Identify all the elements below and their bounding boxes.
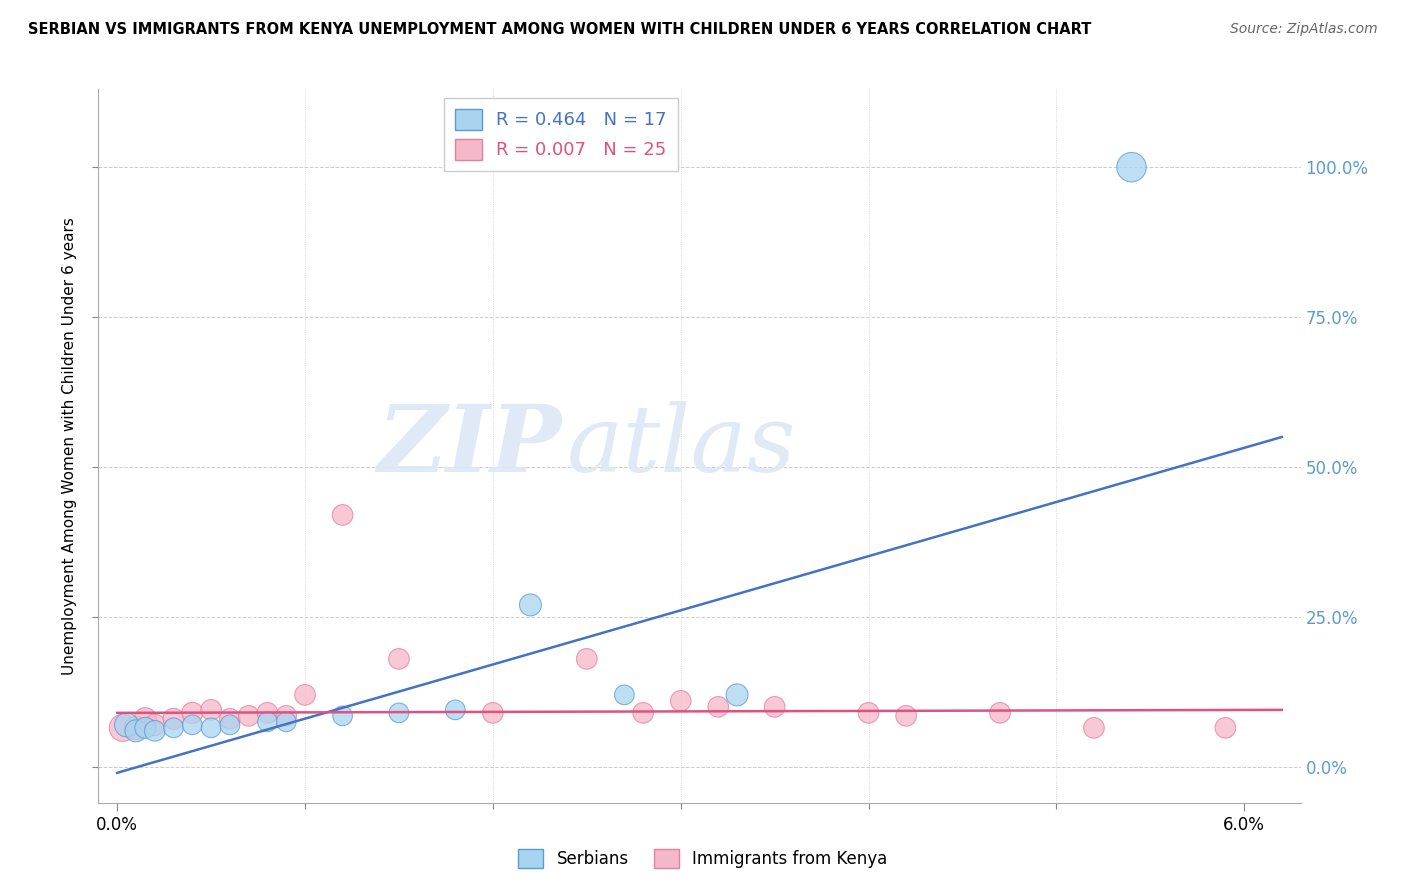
Point bbox=[519, 598, 541, 612]
Point bbox=[276, 714, 298, 729]
Text: SERBIAN VS IMMIGRANTS FROM KENYA UNEMPLOYMENT AMONG WOMEN WITH CHILDREN UNDER 6 : SERBIAN VS IMMIGRANTS FROM KENYA UNEMPLO… bbox=[28, 22, 1091, 37]
Point bbox=[134, 721, 156, 735]
Point bbox=[162, 712, 184, 726]
Point bbox=[143, 718, 166, 732]
Point bbox=[482, 706, 505, 720]
Point bbox=[332, 709, 354, 723]
Point bbox=[125, 723, 148, 738]
Point bbox=[388, 706, 411, 720]
Point bbox=[725, 688, 748, 702]
Point bbox=[388, 652, 411, 666]
Point bbox=[219, 718, 242, 732]
Text: ZIP: ZIP bbox=[377, 401, 561, 491]
Point bbox=[181, 718, 204, 732]
Point bbox=[669, 694, 692, 708]
Point bbox=[1121, 160, 1143, 174]
Y-axis label: Unemployment Among Women with Children Under 6 years: Unemployment Among Women with Children U… bbox=[62, 217, 77, 675]
Point bbox=[1083, 721, 1105, 735]
Text: atlas: atlas bbox=[567, 401, 797, 491]
Point bbox=[143, 723, 166, 738]
Point bbox=[125, 721, 148, 735]
Point bbox=[256, 714, 278, 729]
Point bbox=[858, 706, 880, 720]
Legend: Serbians, Immigrants from Kenya: Serbians, Immigrants from Kenya bbox=[512, 842, 894, 875]
Point bbox=[276, 709, 298, 723]
Point bbox=[988, 706, 1011, 720]
Point bbox=[181, 706, 204, 720]
Point bbox=[134, 712, 156, 726]
Point bbox=[631, 706, 654, 720]
Point bbox=[200, 703, 222, 717]
Legend: R = 0.464   N = 17, R = 0.007   N = 25: R = 0.464 N = 17, R = 0.007 N = 25 bbox=[444, 98, 678, 170]
Point bbox=[444, 703, 467, 717]
Point bbox=[115, 718, 138, 732]
Point bbox=[219, 712, 242, 726]
Point bbox=[575, 652, 598, 666]
Text: Source: ZipAtlas.com: Source: ZipAtlas.com bbox=[1230, 22, 1378, 37]
Point bbox=[332, 508, 354, 522]
Point bbox=[200, 721, 222, 735]
Point bbox=[111, 721, 134, 735]
Point bbox=[294, 688, 316, 702]
Point bbox=[707, 699, 730, 714]
Point bbox=[613, 688, 636, 702]
Point bbox=[238, 709, 260, 723]
Point bbox=[162, 721, 184, 735]
Point bbox=[763, 699, 786, 714]
Point bbox=[256, 706, 278, 720]
Point bbox=[1215, 721, 1237, 735]
Point bbox=[894, 709, 917, 723]
